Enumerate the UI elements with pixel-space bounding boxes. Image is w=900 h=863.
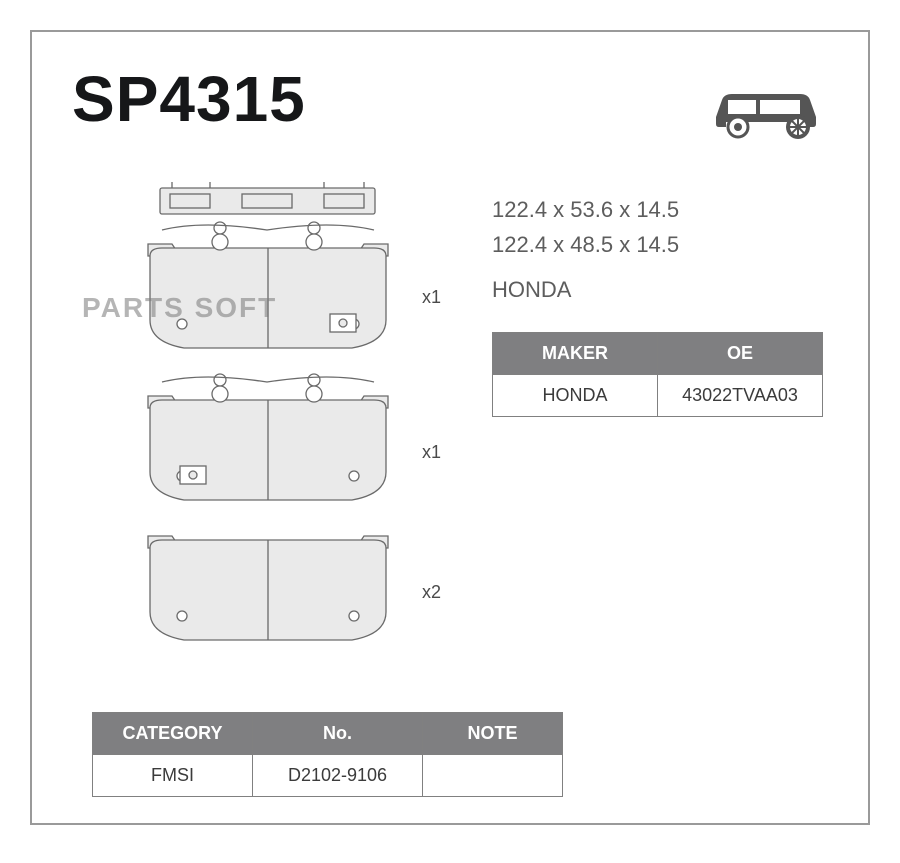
dimension-line-1: 122.4 x 53.6 x 14.5 xyxy=(492,192,679,227)
cell-no: D2102-9106 xyxy=(253,755,423,797)
maker-oe-table: MAKER OE HONDA 43022TVAA03 xyxy=(492,332,823,417)
table-row: FMSI D2102-9106 xyxy=(93,755,563,797)
qty-pad-2: x1 xyxy=(422,442,441,463)
qty-pad-1: x1 xyxy=(422,287,441,308)
spec-card-frame: SP4315 xyxy=(30,30,870,825)
col-no: No. xyxy=(253,713,423,755)
col-oe: OE xyxy=(658,333,823,375)
table-header-row: MAKER OE xyxy=(493,333,823,375)
brand-line: HONDA xyxy=(492,272,679,307)
part-number: SP4315 xyxy=(72,62,306,136)
table-header-row: CATEGORY No. NOTE xyxy=(93,713,563,755)
qty-pad-3: x2 xyxy=(422,582,441,603)
cell-note xyxy=(423,755,563,797)
dimensions-block: 122.4 x 53.6 x 14.5 122.4 x 48.5 x 14.5 … xyxy=(492,192,679,308)
col-maker: MAKER xyxy=(493,333,658,375)
table-row: HONDA 43022TVAA03 xyxy=(493,375,823,417)
cell-oe: 43022TVAA03 xyxy=(658,375,823,417)
category-table: CATEGORY No. NOTE FMSI D2102-9106 xyxy=(92,712,563,797)
cell-category: FMSI xyxy=(93,755,253,797)
col-category: CATEGORY xyxy=(93,713,253,755)
cell-maker: HONDA xyxy=(493,375,658,417)
dimension-line-2: 122.4 x 48.5 x 14.5 xyxy=(492,227,679,262)
col-note: NOTE xyxy=(423,713,563,755)
vehicle-rear-placement-icon xyxy=(708,72,828,142)
brake-pad-diagram xyxy=(102,182,442,707)
